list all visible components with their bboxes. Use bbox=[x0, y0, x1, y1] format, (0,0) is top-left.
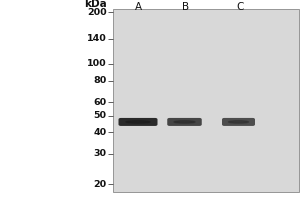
Text: 100: 100 bbox=[87, 59, 106, 68]
Text: A: A bbox=[134, 2, 142, 12]
Text: 60: 60 bbox=[93, 98, 106, 107]
Text: 40: 40 bbox=[93, 128, 106, 137]
Ellipse shape bbox=[229, 121, 248, 123]
Text: B: B bbox=[182, 2, 190, 12]
Text: 200: 200 bbox=[87, 8, 106, 17]
FancyBboxPatch shape bbox=[222, 118, 255, 126]
Ellipse shape bbox=[174, 121, 195, 123]
Text: 50: 50 bbox=[94, 111, 106, 120]
Ellipse shape bbox=[126, 121, 150, 123]
Text: 140: 140 bbox=[87, 34, 106, 43]
Text: kDa: kDa bbox=[84, 0, 106, 9]
Text: C: C bbox=[236, 2, 244, 12]
Text: 30: 30 bbox=[94, 149, 106, 158]
FancyBboxPatch shape bbox=[112, 9, 298, 192]
Text: 20: 20 bbox=[93, 180, 106, 189]
FancyBboxPatch shape bbox=[167, 118, 202, 126]
FancyBboxPatch shape bbox=[118, 118, 158, 126]
Text: 80: 80 bbox=[93, 76, 106, 85]
